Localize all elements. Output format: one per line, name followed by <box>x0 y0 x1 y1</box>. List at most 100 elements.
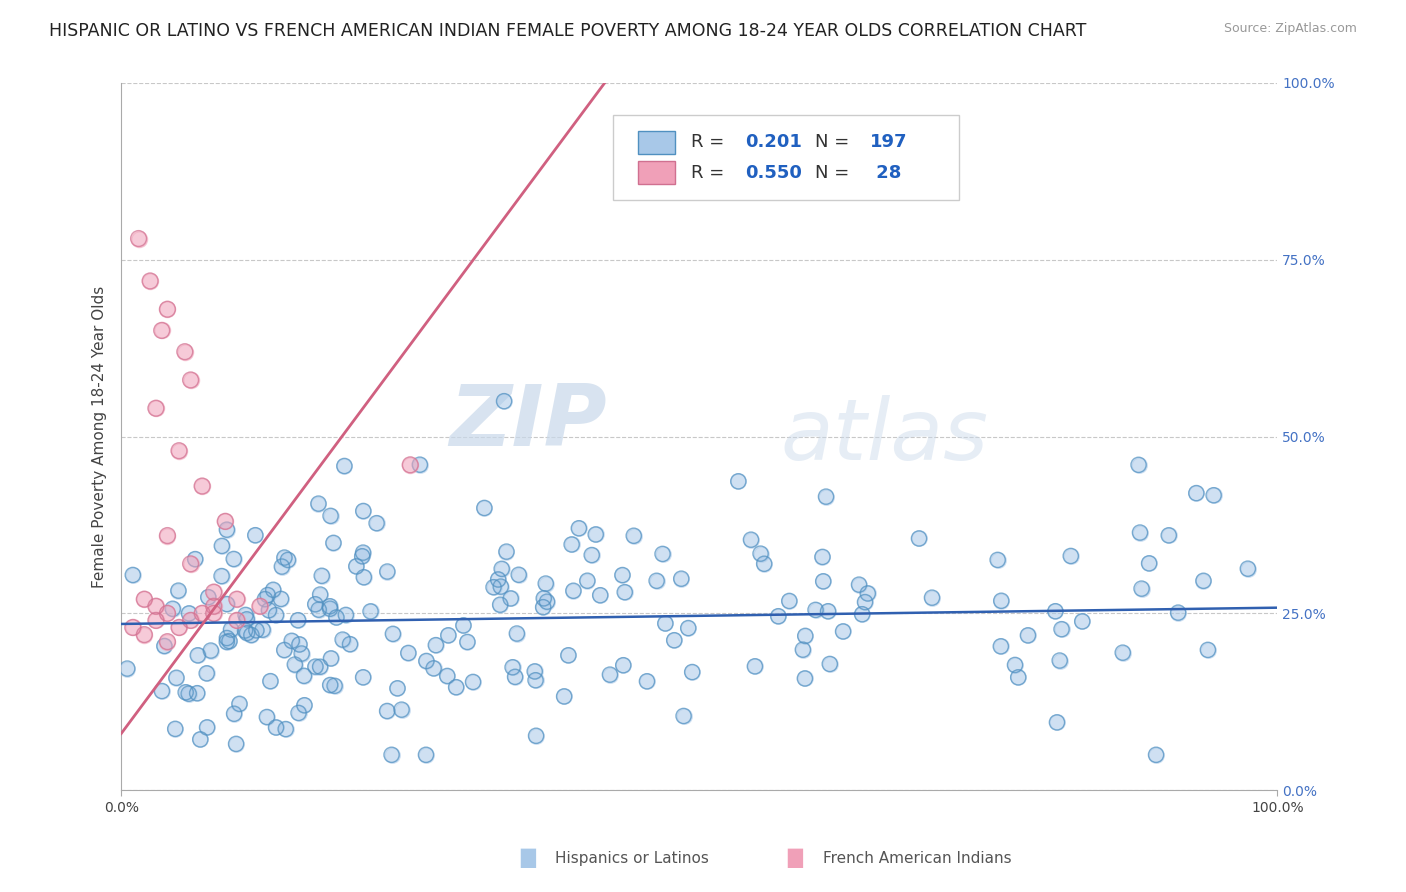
Point <box>506 626 529 640</box>
Point <box>339 637 361 651</box>
Text: HISPANIC OR LATINO VS FRENCH AMERICAN INDIAN FEMALE POVERTY AMONG 18-24 YEAR OLD: HISPANIC OR LATINO VS FRENCH AMERICAN IN… <box>49 22 1087 40</box>
Point <box>399 458 422 472</box>
Point <box>671 572 693 586</box>
Point <box>225 592 247 607</box>
Point <box>444 680 467 694</box>
Point <box>180 373 202 387</box>
Point <box>499 591 522 606</box>
Point <box>1049 653 1071 667</box>
Point <box>162 601 184 615</box>
Point <box>391 703 413 717</box>
Point <box>186 686 208 700</box>
Point <box>323 679 346 693</box>
Point <box>139 274 162 288</box>
Point <box>294 698 316 713</box>
Point <box>284 657 307 672</box>
Point <box>793 672 815 686</box>
Point <box>1071 615 1094 629</box>
Point <box>1112 646 1135 660</box>
Point <box>360 604 382 618</box>
Point <box>794 629 817 643</box>
Point <box>352 546 374 560</box>
Text: N =: N = <box>815 133 855 152</box>
Point <box>678 621 700 635</box>
Point <box>235 612 257 626</box>
Point <box>474 500 496 515</box>
Point <box>1004 657 1026 672</box>
Point <box>1060 549 1083 563</box>
Point <box>1007 670 1029 684</box>
Point <box>294 698 316 713</box>
Point <box>319 508 342 523</box>
Point <box>304 597 326 611</box>
Point <box>222 552 245 566</box>
Point <box>188 732 211 747</box>
Point <box>856 586 879 600</box>
Point <box>553 690 575 704</box>
Point <box>165 671 187 685</box>
Text: 197: 197 <box>870 133 908 152</box>
Point <box>990 640 1012 654</box>
Point <box>215 597 238 611</box>
Point <box>174 685 197 699</box>
Point <box>523 665 546 679</box>
Point <box>319 601 342 615</box>
Point <box>287 613 309 627</box>
Point <box>325 610 347 624</box>
Point <box>804 603 827 617</box>
Point <box>495 544 517 558</box>
Point <box>792 642 814 657</box>
Point <box>987 553 1010 567</box>
Point <box>654 616 676 631</box>
Point <box>177 607 200 621</box>
Point <box>380 747 402 762</box>
FancyBboxPatch shape <box>613 115 959 200</box>
Point <box>381 627 404 641</box>
Point <box>531 600 554 615</box>
Point <box>651 547 673 561</box>
Point <box>308 497 330 511</box>
Point <box>436 669 458 683</box>
Point <box>167 583 190 598</box>
Point <box>375 704 398 718</box>
Point <box>1130 582 1153 596</box>
Point <box>921 591 943 605</box>
Point <box>360 604 382 618</box>
Point <box>613 585 636 599</box>
Point <box>671 572 693 586</box>
Point <box>636 674 658 689</box>
Point <box>225 737 247 751</box>
Point <box>311 569 333 583</box>
Point <box>215 597 238 611</box>
Point <box>1167 606 1189 620</box>
Point <box>375 565 398 579</box>
Point <box>257 603 280 617</box>
Point <box>273 550 295 565</box>
Point <box>291 647 314 661</box>
Point <box>274 722 297 736</box>
Point <box>180 614 202 628</box>
Point <box>277 553 299 567</box>
Point <box>425 638 447 652</box>
Point <box>1017 628 1039 642</box>
Point <box>287 706 309 720</box>
Point <box>581 548 603 562</box>
Point <box>156 607 179 621</box>
Point <box>817 604 839 618</box>
Point <box>681 665 703 679</box>
Point <box>585 527 607 541</box>
Point <box>1045 604 1067 618</box>
Point <box>252 623 274 637</box>
Point <box>456 635 478 649</box>
Point <box>195 720 218 734</box>
Point <box>664 633 686 648</box>
Point <box>352 670 374 684</box>
Point <box>1045 604 1067 618</box>
Point <box>280 633 302 648</box>
Point <box>270 559 292 574</box>
Point <box>1046 715 1069 730</box>
Point <box>422 661 444 675</box>
Point <box>186 686 208 700</box>
Point <box>167 443 190 458</box>
Point <box>211 569 233 583</box>
